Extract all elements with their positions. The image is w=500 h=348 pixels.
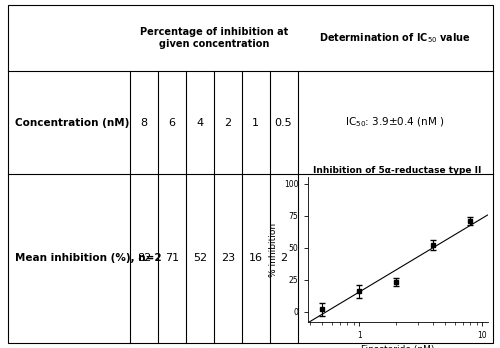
Text: 82: 82: [137, 253, 151, 263]
Text: 4: 4: [196, 118, 203, 128]
Y-axis label: % inhibition: % inhibition: [270, 223, 278, 277]
Text: 6: 6: [168, 118, 175, 128]
Text: 71: 71: [165, 253, 179, 263]
Text: Percentage of inhibition at
given concentration: Percentage of inhibition at given concen…: [140, 27, 288, 49]
Text: 52: 52: [192, 253, 207, 263]
Text: 16: 16: [248, 253, 262, 263]
Text: Concentration (nM): Concentration (nM): [15, 118, 130, 128]
Title: Inhibition of 5α-reductase type II: Inhibition of 5α-reductase type II: [314, 166, 482, 175]
Text: Determination of IC$_{50}$ value: Determination of IC$_{50}$ value: [319, 31, 471, 45]
Text: 2: 2: [224, 118, 232, 128]
Text: 8: 8: [140, 118, 147, 128]
Text: 1: 1: [252, 118, 259, 128]
X-axis label: Finasteride (nM): Finasteride (nM): [361, 346, 434, 348]
Text: IC$_{50}$: 3.9±0.4 (nM ): IC$_{50}$: 3.9±0.4 (nM ): [345, 116, 445, 129]
Text: 23: 23: [220, 253, 235, 263]
Text: 2: 2: [280, 253, 287, 263]
Text: Mean inhibition (%), n=2: Mean inhibition (%), n=2: [15, 253, 162, 263]
Text: 0.5: 0.5: [274, 118, 292, 128]
